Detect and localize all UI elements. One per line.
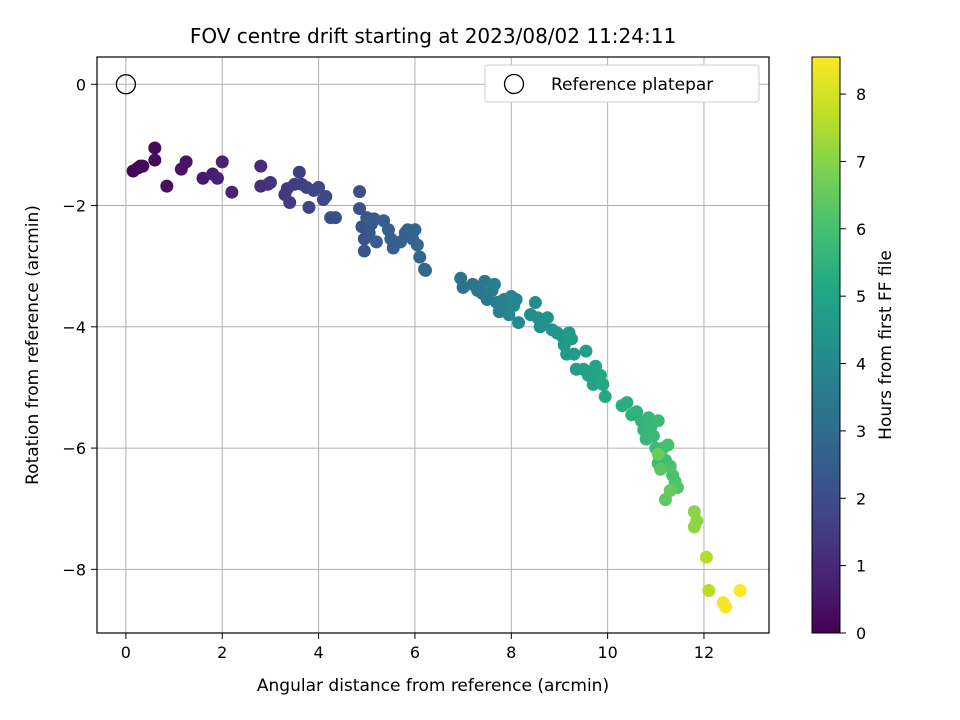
scatter-point (328, 211, 342, 225)
scatter-point (654, 462, 668, 476)
scatter-point (319, 189, 333, 203)
plot-area (97, 57, 769, 633)
scatter-points (126, 141, 747, 614)
scatter-point (215, 155, 229, 169)
scatter-point (699, 550, 713, 564)
scatter-point (283, 196, 297, 210)
scatter-point (210, 171, 224, 185)
colorbar-ticks: 0 1 2 3 4 5 6 7 8 (840, 85, 866, 643)
x-tick-label: 0 (121, 643, 131, 662)
x-tick-label: 12 (694, 643, 714, 662)
colorbar-tick-label: 5 (856, 287, 866, 306)
colorbar-tick-label: 7 (856, 152, 866, 171)
x-axis-label: Angular distance from reference (arcmin) (257, 676, 609, 696)
scatter-point (586, 377, 600, 391)
scatter-point (160, 179, 174, 193)
plot-frame (96, 56, 770, 634)
scatter-point (312, 180, 326, 194)
scatter-point (620, 396, 634, 410)
x-tick-label: 6 (410, 643, 420, 662)
scatter-point (353, 202, 367, 216)
colorbar-tick-label: 1 (856, 557, 866, 576)
colorbar-tick-label: 3 (856, 422, 866, 441)
colorbar-tick-label: 6 (856, 220, 866, 239)
x-axis-ticks: 0 2 4 6 8 10 12 (121, 633, 714, 662)
scatter-point (663, 484, 677, 498)
colorbar-tick-label: 8 (856, 85, 866, 104)
grid-lines (97, 57, 769, 633)
scatter-point (509, 293, 523, 307)
scatter-point (733, 584, 747, 598)
reference-marker-layer (115, 74, 137, 95)
scatter-point (564, 332, 578, 346)
x-tick-label: 2 (217, 643, 227, 662)
scatter-point (651, 414, 665, 428)
scatter-point (487, 277, 501, 291)
scatter-point (528, 296, 542, 310)
scatter-point (419, 263, 433, 277)
scatter-point (702, 584, 716, 598)
y-tick-label: −2 (62, 197, 86, 216)
scatter-point (353, 185, 367, 199)
y-tick-label: −4 (62, 318, 86, 337)
y-axis-ticks: 0 −2 −4 −6 −8 (62, 75, 97, 579)
x-tick-label: 4 (313, 643, 323, 662)
legend-box (484, 64, 760, 103)
scatter-point (410, 238, 424, 252)
colorbar-tick-label: 4 (856, 355, 866, 374)
scatter-point (413, 250, 427, 264)
scatter-point (719, 600, 733, 614)
scatter-point (357, 244, 371, 258)
reference-platepar-marker (115, 74, 137, 95)
y-tick-label: 0 (76, 75, 86, 94)
scatter-point (179, 155, 193, 169)
scatter-point (661, 438, 675, 452)
colorbar-tick-label: 0 (856, 624, 866, 643)
scatter-point (292, 165, 306, 179)
scatter-point (136, 159, 150, 173)
scatter-point (598, 390, 612, 404)
scatter-point (579, 344, 593, 358)
y-tick-label: −8 (62, 560, 86, 579)
scatter-point (263, 176, 277, 190)
x-tick-label: 10 (597, 643, 617, 662)
scatter-point (687, 520, 701, 534)
scatter-point (596, 377, 610, 391)
scatter-point (367, 212, 381, 226)
scatter-point (646, 429, 660, 443)
legend: Reference platepar (484, 64, 760, 103)
scatter-point (512, 316, 526, 330)
scatter-point (148, 141, 162, 155)
scatter-point (369, 235, 383, 249)
x-tick-label: 8 (506, 643, 516, 662)
colorbar-tick-label: 2 (856, 489, 866, 508)
scatter-point (302, 200, 316, 214)
legend-entry-label: Reference platepar (551, 75, 713, 95)
y-axis-label: Rotation from reference (arcmin) (23, 205, 43, 485)
scatter-point (254, 159, 268, 173)
colorbar (811, 56, 841, 634)
colorbar-label: Hours from first FF file (876, 250, 896, 440)
scatter-point (540, 311, 554, 325)
legend-marker-icon (503, 73, 525, 95)
scatter-point (225, 185, 239, 199)
scatter-point (148, 153, 162, 167)
scatter-point (408, 223, 422, 237)
scatter-point (651, 447, 665, 461)
scatter-point (567, 347, 581, 361)
chart-title: FOV centre drift starting at 2023/08/02 … (190, 24, 676, 48)
y-tick-label: −6 (62, 439, 86, 458)
